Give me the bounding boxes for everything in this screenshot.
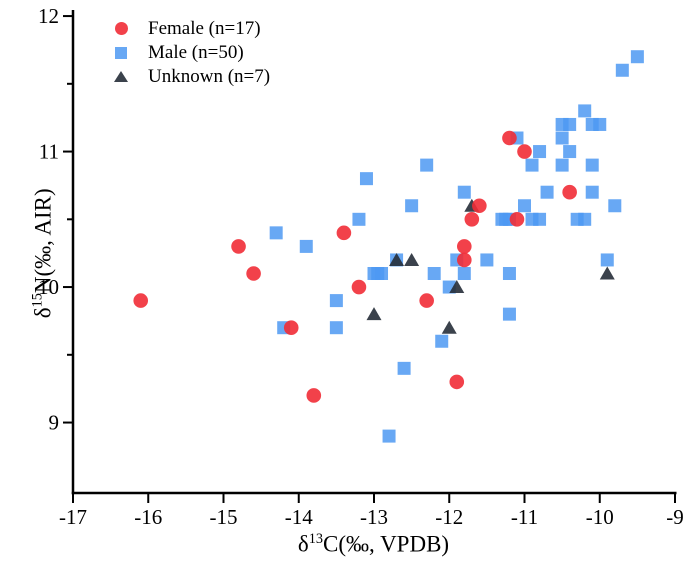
legend-item-male: Male (n=50) [106,42,270,63]
x-tick-label: -10 [586,505,614,529]
y-tick-label: 9 [49,411,60,435]
data-point-male [397,361,411,375]
legend: Female (n=17) Male (n=50) Unknown (n=7) [106,18,270,87]
data-point-male [593,117,607,131]
data-point-male [502,307,516,321]
data-point-male [608,199,622,213]
legend-label-male: Male (n=50) [148,41,244,63]
data-point-male [359,172,373,186]
data-point-male [352,212,366,226]
legend-item-female: Female (n=17) [106,18,270,39]
data-point-male [518,199,531,213]
data-point-unknown [441,320,457,334]
data-point-male [563,117,577,131]
y-tick-label: 10 [38,275,59,299]
data-point-male [600,253,614,267]
data-point-male [269,226,283,240]
data-point-unknown [366,307,382,321]
data-point-male [630,50,644,64]
data-point-male [555,158,569,172]
y-axis-title: δ15N(‰, AIR) [29,188,56,319]
data-point-male [382,429,396,443]
data-point-male [502,267,516,281]
data-point-male [375,267,389,281]
x-tick-label: -14 [285,505,313,529]
male-square-marker-icon [106,46,136,59]
data-point-male [457,267,471,281]
x-tick-label: -15 [210,505,238,529]
data-point-male [540,185,554,199]
data-point-female [306,388,322,403]
data-point-male [480,253,494,267]
data-point-male [555,131,569,145]
unknown-triangle-marker-icon [106,71,136,82]
data-point-female [449,374,465,390]
data-point-male [299,239,313,253]
data-point-male [533,145,547,159]
data-point-male [578,104,592,118]
data-point-male [578,212,592,226]
x-tick-label: -11 [511,505,538,529]
x-tick-label: -12 [435,505,463,529]
data-point-male [420,158,434,172]
x-tick-label: -16 [134,505,162,529]
data-point-female [562,184,577,200]
data-point-male [563,145,577,159]
data-point-female [351,279,367,295]
legend-label-unknown: Unknown (n=7) [148,65,271,87]
data-point-unknown [404,252,420,266]
data-point-female [472,198,487,214]
data-point-male [427,267,441,281]
data-point-male [435,334,449,348]
data-point-male [405,199,419,213]
x-tick-label: -13 [360,505,388,529]
data-point-female [419,293,434,308]
data-point-female [517,144,532,159]
female-circle-marker-icon [106,22,136,35]
data-point-unknown [389,252,405,266]
x-tick-label: -9 [666,505,684,529]
data-point-unknown [599,266,615,280]
data-point-female [231,239,246,254]
x-axis-title: δ13C(‰, VPDB) [297,531,450,557]
data-point-female [246,266,261,281]
data-point-male [533,212,547,226]
data-point-male [525,158,539,172]
data-point-female [457,239,472,254]
data-point-male [329,321,343,335]
data-point-female [336,225,352,241]
data-point-male [615,63,629,77]
legend-label-female: Female (n=17) [148,17,261,39]
data-point-female [509,212,525,227]
data-point-female [464,212,480,227]
data-point-female [133,293,149,308]
legend-item-unknown: Unknown (n=7) [106,66,270,87]
data-point-male [329,294,343,308]
data-point-male [585,185,599,199]
data-point-female [457,252,472,268]
data-point-unknown [449,280,465,294]
y-tick-label: 12 [38,4,59,28]
x-tick-label: -17 [59,505,87,529]
data-point-male [457,185,471,199]
data-point-female [502,130,517,146]
y-tick-label: 11 [39,140,59,164]
data-point-male [585,158,599,172]
data-point-female [283,320,299,335]
